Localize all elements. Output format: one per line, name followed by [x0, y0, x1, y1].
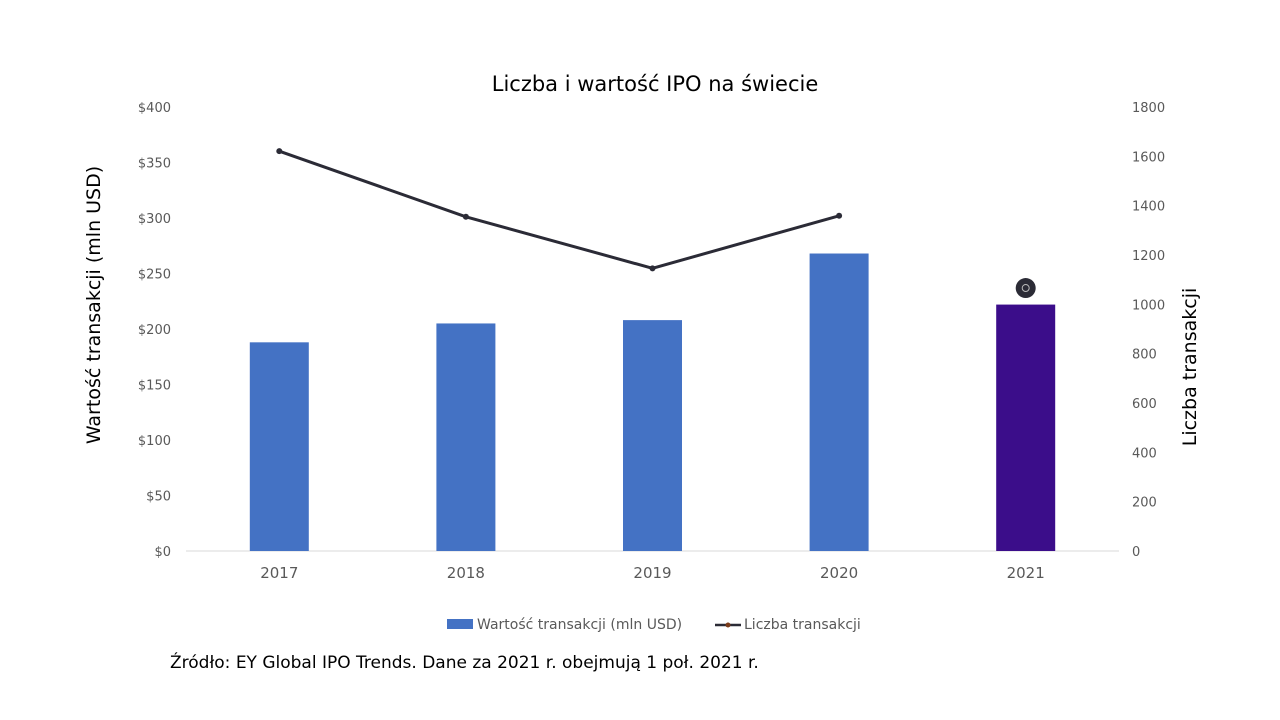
y2-axis-label: Liczba transakcji: [1179, 288, 1201, 447]
y-axis-label: Wartość transakcji (mln USD): [83, 166, 105, 444]
bar-2017: [249, 342, 309, 551]
y-tick-label: $350: [138, 157, 171, 172]
marker-2021: [1015, 278, 1036, 299]
chart-title: Liczba i wartość IPO na świecie: [492, 72, 819, 96]
y2-tick-label: 800: [1132, 348, 1157, 363]
bar-2018: [436, 323, 496, 551]
line-point-2018: [462, 213, 469, 220]
y-tick-label: $150: [138, 379, 171, 394]
y2-tick-label: 1400: [1132, 200, 1165, 215]
legend-label-line: Liczba transakcji: [744, 617, 861, 633]
marker-ring: [1021, 284, 1030, 293]
x-tick-label: 2021: [1007, 564, 1045, 582]
legend-swatch-marker: [725, 622, 731, 628]
x-tick-label: 2017: [260, 564, 298, 582]
line-series: [278, 149, 840, 270]
y-tick-label: $400: [138, 101, 171, 116]
line-point-2019: [649, 265, 656, 272]
y2-tick-label: 0: [1132, 545, 1140, 560]
y2-tick-label: 1000: [1132, 298, 1165, 313]
legend-swatch-bar: [447, 619, 473, 629]
y2-tick-label: 400: [1132, 446, 1157, 461]
line-point-2017: [276, 148, 283, 155]
legend: Wartość transakcji (mln USD) Liczba tran…: [447, 617, 861, 633]
bar-2019: [623, 320, 682, 551]
bar-2021: [996, 304, 1056, 551]
line-point-2020: [836, 212, 843, 219]
y-tick-label: $300: [138, 212, 171, 227]
y2-tick-label: 1800: [1132, 101, 1165, 116]
x-tick-label: 2018: [447, 564, 485, 582]
y-tick-label: $100: [138, 434, 171, 449]
source-note: Źródło: EY Global IPO Trends. Dane za 20…: [170, 651, 759, 673]
y2-tick-label: 1600: [1132, 150, 1165, 165]
y2-tick-label: 600: [1132, 397, 1157, 412]
bar-2020: [809, 253, 869, 551]
y2-tick-label: 1200: [1132, 249, 1165, 264]
x-tick-label: 2020: [820, 564, 858, 582]
legend-label-bar: Wartość transakcji (mln USD): [477, 617, 682, 633]
x-tick-label: 2019: [633, 564, 671, 582]
y-tick-label: $250: [138, 268, 171, 283]
y-tick-label: $200: [138, 323, 171, 338]
y2-tick-label: 200: [1132, 496, 1157, 511]
y-tick-label: $50: [146, 490, 171, 505]
y-tick-label: $0: [154, 545, 171, 560]
